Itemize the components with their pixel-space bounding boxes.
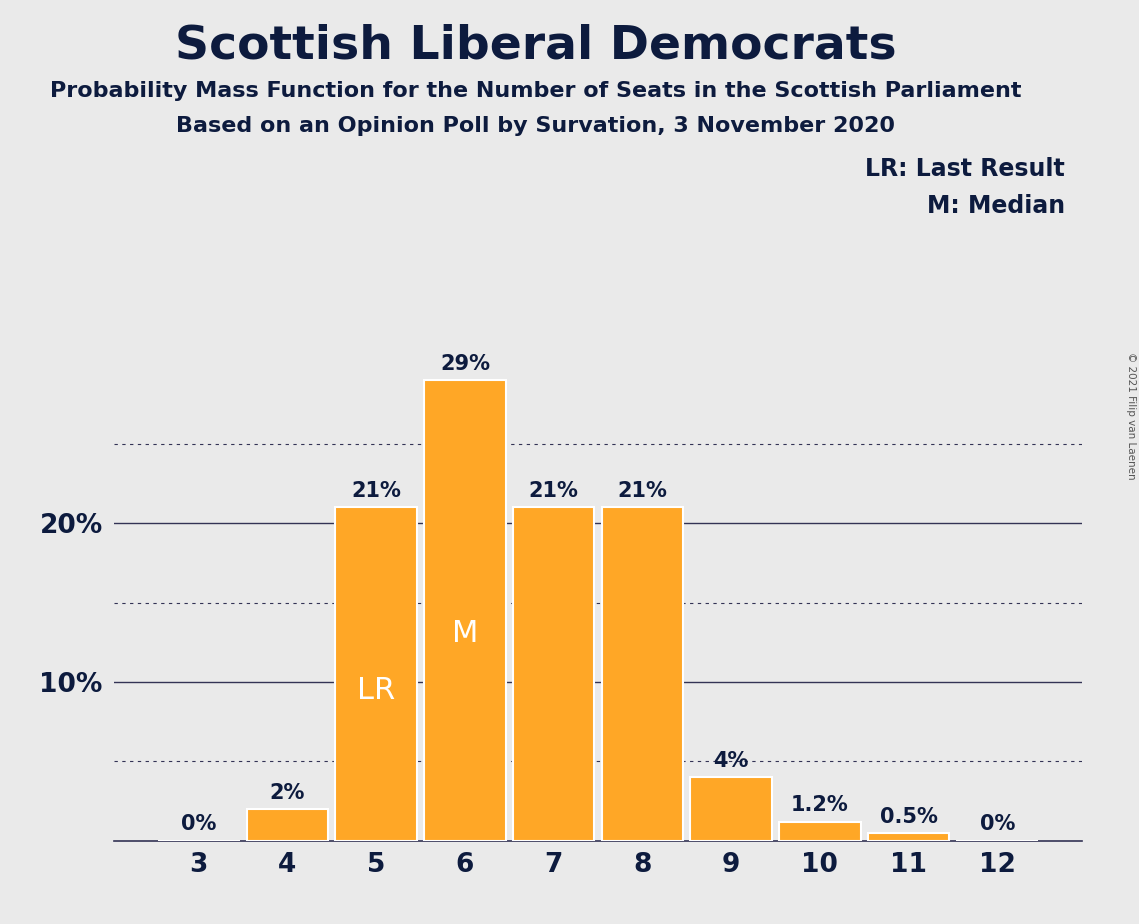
Text: 21%: 21% <box>351 481 401 501</box>
Text: Scottish Liberal Democrats: Scottish Liberal Democrats <box>174 23 896 68</box>
Text: M: M <box>452 619 478 648</box>
Text: 0%: 0% <box>980 814 1015 834</box>
Bar <box>247 809 328 841</box>
Text: Probability Mass Function for the Number of Seats in the Scottish Parliament: Probability Mass Function for the Number… <box>50 81 1021 102</box>
Bar <box>690 777 772 841</box>
Text: © 2021 Filip van Laenen: © 2021 Filip van Laenen <box>1126 352 1136 480</box>
Bar <box>335 507 417 841</box>
Text: 21%: 21% <box>528 481 579 501</box>
Text: M: Median: M: Median <box>927 194 1065 218</box>
Bar <box>779 821 861 841</box>
Text: Based on an Opinion Poll by Survation, 3 November 2020: Based on an Opinion Poll by Survation, 3… <box>175 116 895 136</box>
Text: LR: Last Result: LR: Last Result <box>866 157 1065 181</box>
Text: 2%: 2% <box>270 783 305 803</box>
Text: 21%: 21% <box>617 481 667 501</box>
Text: 0%: 0% <box>181 814 216 834</box>
Bar <box>868 833 949 841</box>
Text: 29%: 29% <box>440 354 490 374</box>
Bar <box>601 507 683 841</box>
Text: LR: LR <box>357 676 395 705</box>
Text: 1.2%: 1.2% <box>790 796 849 816</box>
Text: 0.5%: 0.5% <box>879 807 937 827</box>
Bar <box>513 507 595 841</box>
Bar <box>424 381 506 841</box>
Text: 4%: 4% <box>713 751 748 771</box>
